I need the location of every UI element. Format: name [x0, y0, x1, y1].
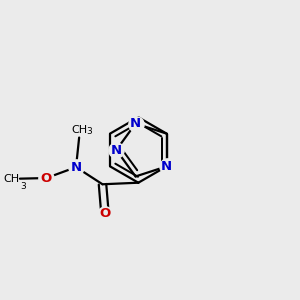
Text: N: N — [111, 143, 122, 157]
Text: N: N — [70, 160, 82, 174]
Text: 3: 3 — [86, 127, 92, 136]
Text: CH: CH — [3, 174, 19, 184]
Text: N: N — [161, 160, 172, 173]
Text: N: N — [130, 117, 141, 130]
Text: CH: CH — [71, 125, 87, 135]
Text: O: O — [41, 172, 52, 184]
Text: O: O — [99, 207, 111, 220]
Text: 3: 3 — [21, 182, 26, 191]
